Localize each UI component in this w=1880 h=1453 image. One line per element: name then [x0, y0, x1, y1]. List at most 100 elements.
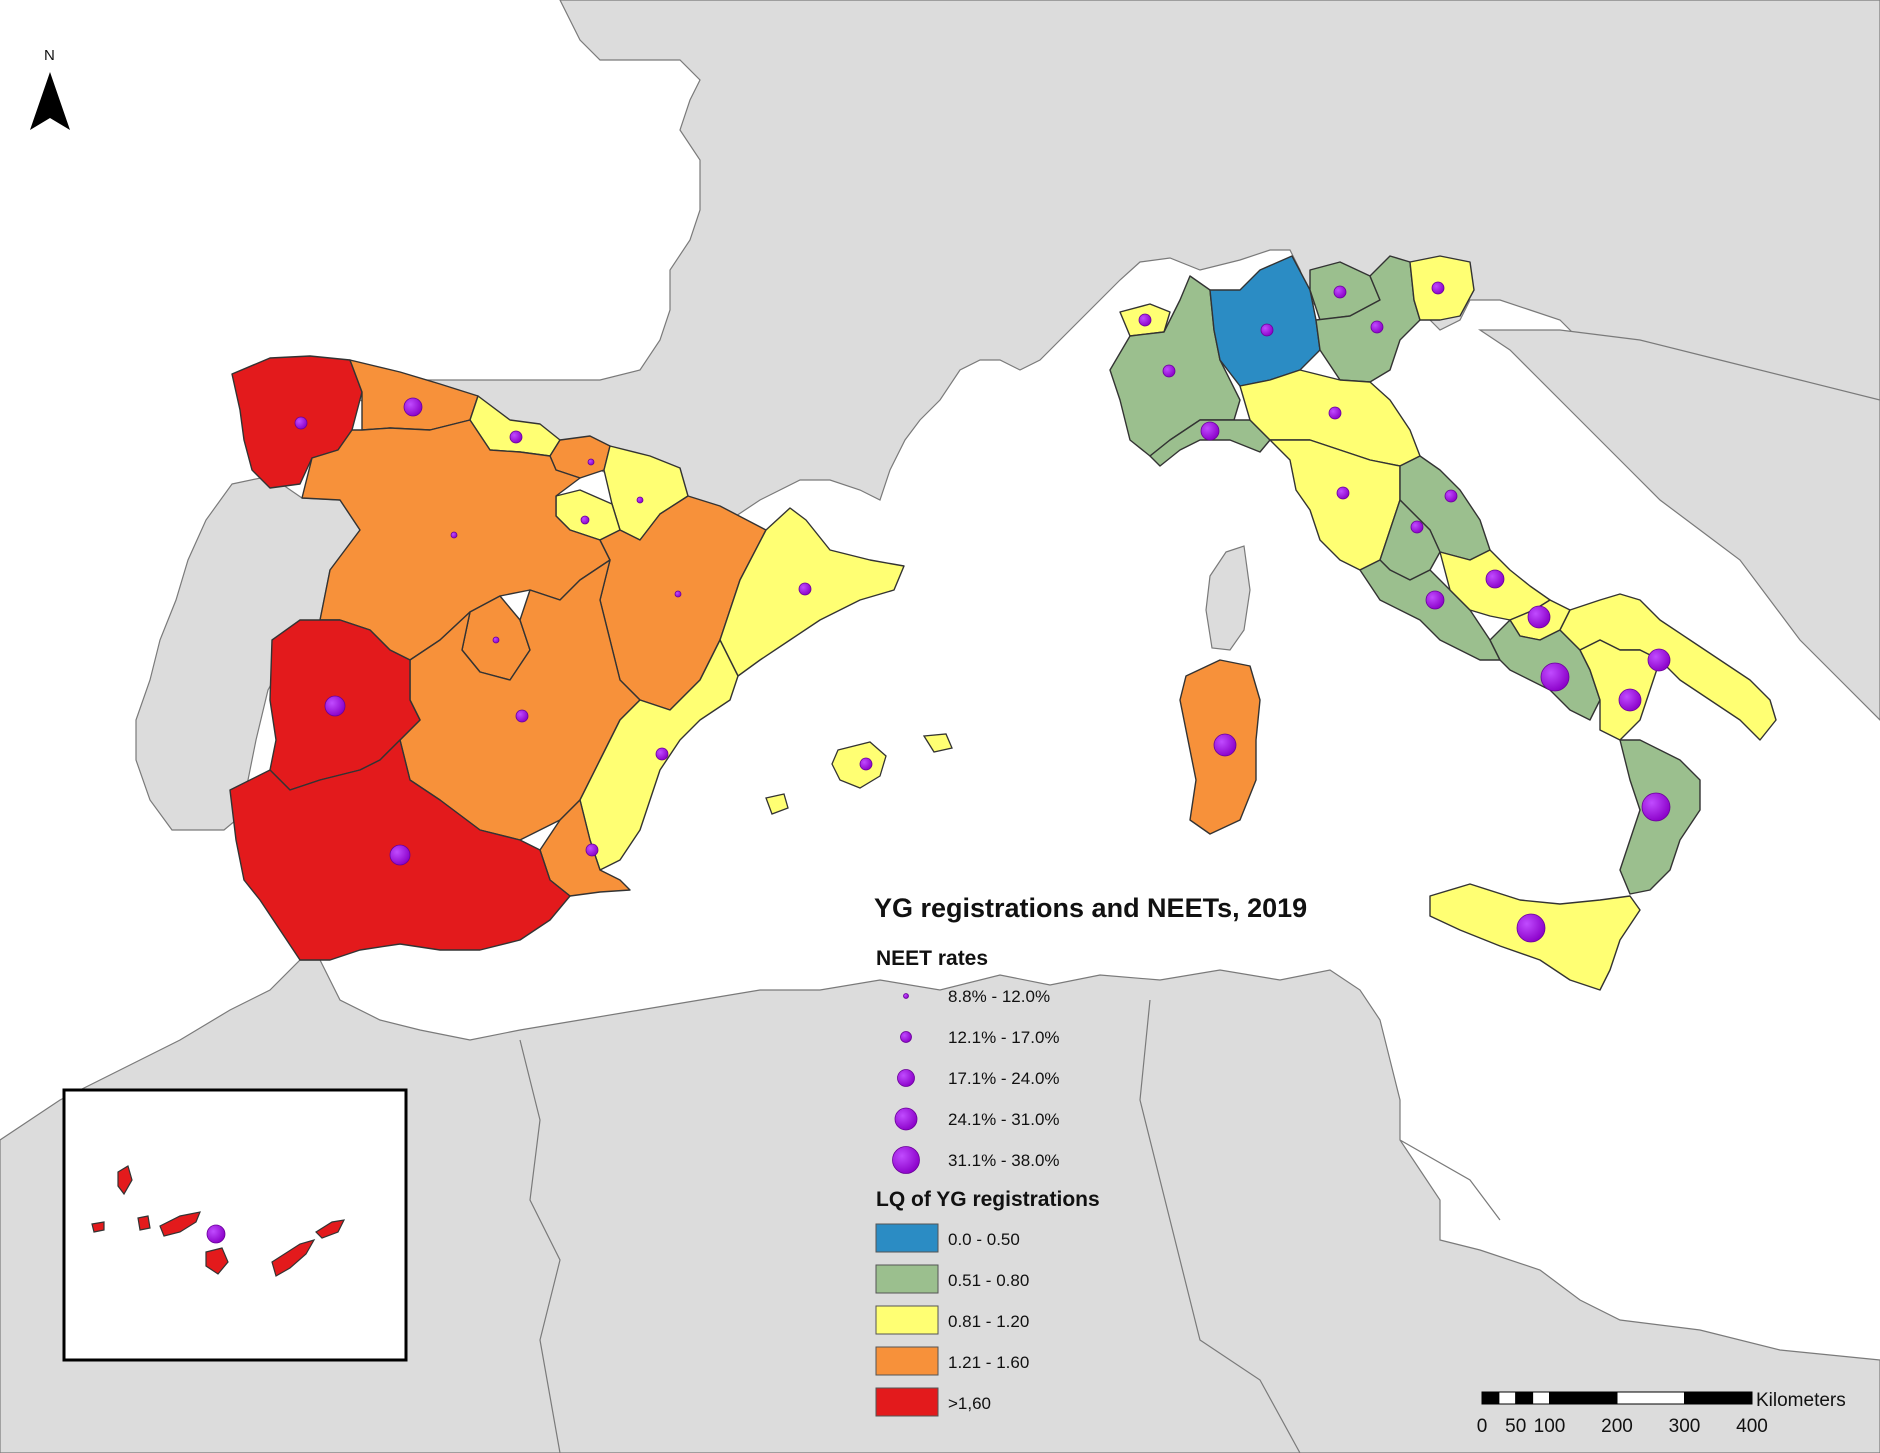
region-liguria [1149, 419, 1271, 467]
neet-dot [1370, 320, 1384, 334]
neet-dot [1527, 605, 1551, 629]
neet-dot [1328, 406, 1342, 420]
lq-legend-swatch [875, 1346, 939, 1376]
neet-dot [1138, 313, 1152, 327]
lq-legend-label: 0.0 - 0.50 [948, 1230, 1020, 1249]
scale-unit: Kilometers [1756, 1390, 1846, 1411]
island-el-hierro [91, 1221, 105, 1233]
lq-legend-label: 0.51 - 0.80 [948, 1271, 1029, 1290]
neet-dot [1162, 364, 1176, 378]
lq-legend-label: >1,60 [948, 1394, 991, 1413]
island-ibiza [765, 793, 789, 815]
neet-legend-label: 12.1% - 17.0% [948, 1028, 1060, 1047]
neet-dot [1485, 569, 1505, 589]
neet-symbols [294, 281, 1671, 943]
scale-segment [1684, 1391, 1753, 1405]
neet-dot [580, 515, 590, 525]
neet-dot [1641, 792, 1671, 822]
neet-dot [1425, 590, 1445, 610]
neet-dot [206, 1224, 226, 1244]
island-mallorca [831, 741, 887, 789]
balearic-islands [765, 733, 953, 815]
island-la-gomera [137, 1215, 151, 1231]
neet-legend-label: 8.8% - 12.0% [948, 987, 1050, 1006]
region-piedmont [1109, 275, 1241, 457]
island-tenerife [159, 1211, 201, 1237]
neet-legend-symbol [900, 1031, 912, 1043]
scale-segment [1515, 1391, 1534, 1405]
lq-legend-label: 1.21 - 1.60 [948, 1353, 1029, 1372]
lq-legend-label: 0.81 - 1.20 [948, 1312, 1029, 1331]
neet-legend-heading: NEET rates [876, 947, 988, 970]
neet-dot [509, 430, 523, 444]
neet-dot [1260, 323, 1274, 337]
north-arrow-icon [30, 72, 70, 130]
neet-dot [1213, 733, 1237, 757]
neet-legend-label: 24.1% - 31.0% [948, 1110, 1060, 1129]
island-la-palma [117, 1165, 133, 1196]
scale-bar: Kilometers 0 50 100 200 300 400 [1477, 1390, 1846, 1437]
lq-legend: 0.0 - 0.50 0.51 - 0.80 0.81 - 1.20 1.21 - 1… [875, 1223, 1029, 1417]
scale-tick-label: 300 [1669, 1416, 1701, 1437]
north-label: N [44, 47, 55, 64]
neet-dot [294, 416, 308, 430]
neet-dot [1516, 913, 1546, 943]
neet-dot [1333, 285, 1347, 299]
north-arrow: N [30, 47, 70, 130]
neet-dot [674, 590, 682, 598]
landmass-europe-north [319, 0, 1880, 631]
neet-legend-label: 17.1% - 24.0% [948, 1069, 1060, 1088]
inset-frame [62, 1088, 408, 1362]
neet-dot [1618, 688, 1642, 712]
lq-legend-swatch [875, 1387, 939, 1417]
scale-tick-label: 200 [1601, 1416, 1633, 1437]
neet-dot [492, 636, 500, 644]
scale-segment [1616, 1391, 1685, 1405]
neet-legend-symbol [892, 1146, 920, 1174]
neet-dot [655, 747, 669, 761]
neet-dot [1431, 281, 1445, 295]
neet-dot [1200, 421, 1220, 441]
neet-legend: 8.8% - 12.0% 12.1% - 17.0% 17.1% - 24.0% 24… [892, 987, 1060, 1174]
neet-dot [403, 397, 423, 417]
neet-dot [389, 844, 411, 866]
island-corsica [1205, 545, 1251, 651]
scale-tick-label: 0 [1477, 1416, 1488, 1437]
island-fuerteventura [271, 1239, 316, 1277]
map-title: YG registrations and NEETs, 2019 [874, 893, 1307, 923]
neet-dot [324, 695, 346, 717]
landmass-balkans [1478, 329, 1880, 721]
scale-segment [1549, 1391, 1618, 1405]
neet-legend-symbol [903, 993, 909, 999]
neet-dot [1540, 662, 1570, 692]
neet-dot [1647, 648, 1671, 672]
landmass-north-africa [0, 959, 1880, 1453]
neet-dot [859, 757, 873, 771]
island-lanzarote [315, 1219, 346, 1239]
neet-legend-symbol [894, 1107, 918, 1131]
scale-segment [1532, 1391, 1550, 1405]
neet-dot [515, 709, 529, 723]
scale-tick-label: 400 [1736, 1416, 1768, 1437]
neet-dot [798, 582, 812, 596]
island-gran-canaria [205, 1247, 229, 1275]
scale-segment [1498, 1391, 1517, 1405]
island-menorca [922, 733, 953, 753]
neet-dot [587, 458, 595, 466]
neet-dot [636, 496, 644, 504]
spain-regions [229, 355, 905, 961]
canary-inset [62, 1088, 408, 1362]
scale-tick-label: 50 [1505, 1416, 1526, 1437]
lq-legend-swatch [875, 1305, 939, 1335]
region-basilicata [1579, 639, 1661, 741]
neet-dot [1444, 489, 1458, 503]
neet-legend-symbol [897, 1069, 915, 1087]
neet-dot [1336, 486, 1350, 500]
scale-segment [1481, 1391, 1500, 1405]
scale-tick-label: 100 [1534, 1416, 1566, 1437]
lq-legend-heading: LQ of YG registrations [876, 1188, 1100, 1211]
lq-legend-swatch [875, 1264, 939, 1294]
neet-dot [450, 531, 458, 539]
